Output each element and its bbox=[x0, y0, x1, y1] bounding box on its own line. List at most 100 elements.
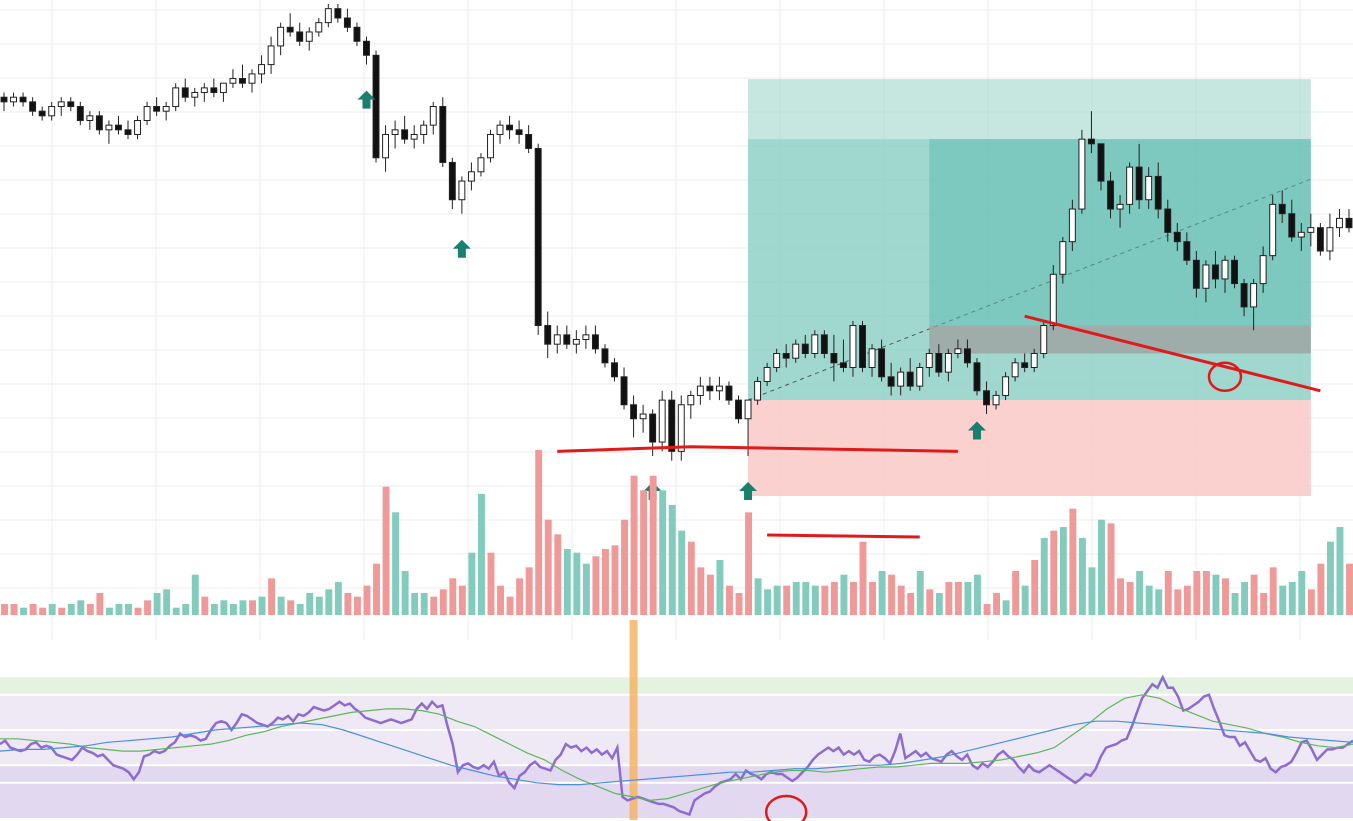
volume-bar bbox=[1326, 541, 1334, 615]
candle-body bbox=[1116, 203, 1124, 210]
candle-body bbox=[1002, 376, 1010, 396]
candle-body bbox=[239, 78, 246, 84]
volume-bar bbox=[754, 578, 762, 615]
candle-body bbox=[1278, 203, 1286, 215]
candle-body bbox=[286, 26, 294, 33]
volume-bar bbox=[277, 596, 285, 615]
candle-body bbox=[1240, 283, 1248, 308]
volume-bar bbox=[315, 596, 323, 615]
volume-bar bbox=[563, 549, 571, 615]
candle-body bbox=[591, 334, 599, 350]
candle-body bbox=[363, 40, 370, 56]
candle-body bbox=[1068, 208, 1076, 243]
volume-bar bbox=[640, 490, 648, 615]
volume-bar bbox=[1098, 519, 1105, 615]
volume-bar bbox=[706, 574, 714, 615]
candle-body bbox=[172, 87, 180, 108]
candle-body bbox=[38, 110, 46, 117]
candle-body bbox=[1021, 362, 1029, 368]
volume-bar bbox=[773, 585, 781, 615]
candle-body bbox=[448, 161, 456, 201]
volume-bar bbox=[105, 607, 113, 615]
volume-bar bbox=[125, 604, 132, 615]
volume-bar bbox=[964, 582, 972, 615]
candle-body bbox=[324, 8, 332, 24]
volume-bar bbox=[477, 494, 485, 615]
volume-bar bbox=[449, 578, 457, 615]
volume-bar bbox=[411, 593, 419, 615]
volume-bar bbox=[630, 475, 638, 615]
volume-bar bbox=[916, 571, 924, 615]
candle-body bbox=[544, 325, 552, 345]
volume-bar bbox=[878, 571, 886, 615]
candle-body bbox=[258, 64, 266, 75]
candle-body bbox=[477, 157, 485, 173]
volume-bar bbox=[439, 589, 447, 615]
volume-bar bbox=[115, 604, 123, 615]
candle-body bbox=[315, 22, 323, 33]
candle-body bbox=[1040, 325, 1048, 355]
trendline bbox=[1024, 314, 1321, 393]
candle-body bbox=[1326, 227, 1334, 252]
candle-body bbox=[410, 133, 418, 140]
volume-bar bbox=[287, 600, 295, 615]
candle-body bbox=[830, 353, 838, 364]
candle-body bbox=[515, 129, 523, 135]
candle-body bbox=[973, 362, 981, 392]
volume-bar bbox=[344, 593, 352, 615]
candle-body bbox=[992, 394, 1000, 406]
volume-bar bbox=[687, 541, 695, 615]
candle-body bbox=[372, 54, 380, 159]
candle-body bbox=[1135, 166, 1143, 201]
volume-bar bbox=[1174, 589, 1182, 615]
oscillator-band bbox=[0, 765, 1353, 783]
volume-bar bbox=[1069, 508, 1077, 615]
candle-body bbox=[401, 129, 409, 140]
candle-body bbox=[1192, 259, 1200, 289]
volume-bar bbox=[1202, 571, 1210, 615]
volume-bar bbox=[1078, 538, 1086, 615]
candle-body bbox=[935, 353, 943, 373]
volume-bar bbox=[468, 552, 476, 615]
candle-body bbox=[1154, 175, 1162, 210]
candle-body bbox=[439, 106, 447, 163]
candle-body bbox=[1126, 166, 1134, 205]
volume-bar bbox=[1002, 600, 1010, 615]
candle-body bbox=[134, 120, 142, 135]
candle-body bbox=[86, 115, 94, 121]
candle-body bbox=[897, 371, 905, 387]
volume-bar bbox=[487, 552, 495, 615]
candle-body bbox=[487, 133, 494, 159]
volume-bar bbox=[821, 585, 829, 615]
candle-body bbox=[1164, 208, 1172, 233]
candle-body bbox=[944, 353, 952, 373]
volume-bar bbox=[325, 589, 333, 615]
candle-body bbox=[1059, 241, 1067, 275]
volume-bar bbox=[430, 596, 438, 615]
volume-bar bbox=[974, 574, 981, 615]
volume-bar bbox=[1040, 538, 1048, 615]
volume-bar bbox=[182, 604, 190, 615]
candle-body bbox=[458, 180, 466, 201]
candle-body bbox=[983, 390, 990, 406]
volume-bar bbox=[945, 582, 953, 615]
volume-bar bbox=[716, 560, 724, 615]
annotations[interactable] bbox=[557, 314, 1321, 821]
volume-bar bbox=[1031, 560, 1039, 615]
volume-bar bbox=[382, 486, 390, 615]
candle-body bbox=[639, 413, 647, 420]
candle-body bbox=[715, 385, 723, 392]
volume-bar bbox=[907, 593, 915, 615]
volume-bar bbox=[1279, 585, 1287, 615]
candle-body bbox=[668, 399, 676, 452]
candle-body bbox=[811, 334, 819, 354]
candle-body bbox=[1221, 259, 1229, 280]
volume-bar bbox=[1012, 571, 1020, 615]
candle-body bbox=[677, 404, 685, 452]
volume-bar bbox=[268, 578, 276, 615]
candle-body bbox=[1231, 259, 1238, 285]
volume-bar bbox=[1145, 585, 1153, 615]
volume-bar bbox=[1193, 571, 1201, 615]
volume-bar bbox=[1336, 527, 1344, 615]
candle-body bbox=[782, 353, 790, 359]
